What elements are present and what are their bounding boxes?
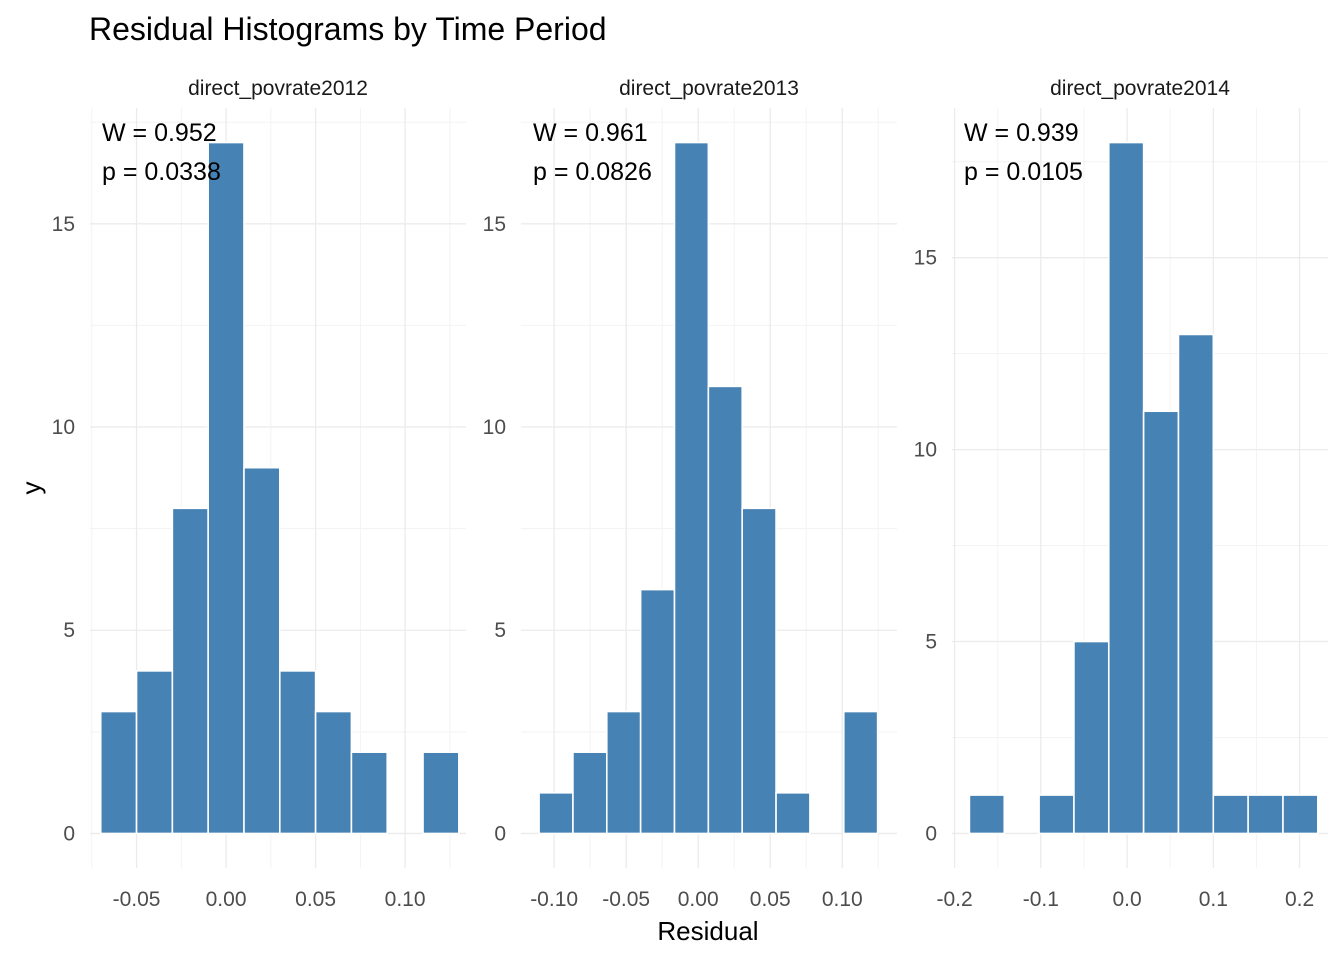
- histogram-bar: [707, 385, 744, 835]
- histogram-bar: [673, 141, 710, 835]
- histogram-bar: [1212, 794, 1249, 835]
- facet-panel-2: direct_povrate2013 -0.10 -0.05 0.00 0.05 0.10…: [483, 77, 897, 911]
- x-tick-label: 0.1: [1199, 888, 1228, 911]
- y-tick-label: 15: [52, 213, 75, 236]
- facet-panels: direct_povrate2012-0.05 0.00 0.05 0.1005101…: [52, 77, 1328, 911]
- histogram-bar: [1142, 410, 1180, 835]
- histogram-bar: [1038, 794, 1075, 835]
- histogram-bar: [1247, 794, 1284, 835]
- histogram-bar: [968, 794, 1006, 835]
- histogram-bar: [1073, 640, 1110, 835]
- stat-annotation: W = 0.939: [964, 119, 1079, 147]
- x-tick-label: -0.05: [602, 888, 650, 911]
- histogram-bar: [572, 751, 608, 835]
- histogram-bar: [171, 507, 209, 835]
- y-tick-label: 0: [494, 822, 506, 845]
- histogram-bar: [639, 588, 676, 835]
- x-tick-label: 0.00: [678, 888, 719, 911]
- y-tick-label: 10: [483, 416, 506, 439]
- facet-strip-label: direct_povrate2013: [619, 77, 799, 100]
- histogram-bar: [1177, 333, 1215, 835]
- facet-strip-label: direct_povrate2012: [188, 77, 368, 100]
- x-tick-label: 0.2: [1285, 888, 1314, 911]
- histogram-bar: [605, 710, 642, 835]
- facet-panel-1: direct_povrate2012 -0.05 0.00 0.05 0.10 0 5 10 1…: [52, 77, 466, 911]
- histogram-bar: [243, 466, 281, 835]
- histogram-bar: [135, 670, 174, 835]
- histogram-bar: [1282, 794, 1319, 835]
- histogram-bar: [278, 670, 317, 835]
- stat-annotation: W = 0.952: [102, 119, 217, 147]
- x-tick-label: -0.05: [113, 888, 161, 911]
- histogram-bar: [422, 751, 460, 835]
- x-tick-label: 0.10: [385, 888, 426, 911]
- y-tick-label: 5: [494, 619, 506, 642]
- x-tick-label: 0.0: [1112, 888, 1141, 911]
- histogram-bar: [314, 710, 353, 835]
- x-axis-label: Residual: [657, 916, 758, 946]
- stat-annotation: p = 0.0338: [102, 158, 221, 186]
- histogram-bar: [207, 141, 245, 835]
- histogram-bar: [741, 507, 777, 835]
- histogram-bar: [538, 792, 574, 835]
- x-tick-label: 0.10: [822, 888, 863, 911]
- y-tick-label: 5: [63, 619, 75, 642]
- histogram-bar: [842, 710, 879, 835]
- x-tick-label: 0.05: [750, 888, 791, 911]
- y-tick-label: 0: [925, 822, 937, 845]
- stat-annotation: W = 0.961: [533, 119, 648, 147]
- y-axis-label: y: [16, 482, 46, 495]
- histogram-bar: [99, 710, 138, 835]
- x-tick-label: -0.1: [1023, 888, 1059, 911]
- stat-annotation: p = 0.0105: [964, 158, 1083, 186]
- y-tick-label: 10: [914, 439, 937, 462]
- histogram-bar: [775, 792, 811, 835]
- y-tick-label: 10: [52, 416, 75, 439]
- facet-panel-3: direct_povrate2014 -0.2 -0.1 0.0 0.1 0.2 0 5 10 1…: [914, 77, 1328, 911]
- x-tick-label: -0.10: [530, 888, 578, 911]
- x-tick-label: 0.00: [206, 888, 247, 911]
- facet-strip-label: direct_povrate2014: [1050, 77, 1230, 100]
- chart-title: Residual Histograms by Time Period: [89, 11, 607, 47]
- y-tick-label: 5: [925, 631, 937, 654]
- x-tick-label: 0.05: [295, 888, 336, 911]
- y-tick-label: 0: [63, 822, 75, 845]
- x-tick-label: -0.2: [936, 888, 972, 911]
- y-tick-label: 15: [483, 213, 506, 236]
- y-tick-label: 15: [914, 247, 937, 270]
- histogram-bar: [350, 751, 389, 835]
- histogram-bar: [1107, 141, 1145, 835]
- stat-annotation: p = 0.0826: [533, 158, 652, 186]
